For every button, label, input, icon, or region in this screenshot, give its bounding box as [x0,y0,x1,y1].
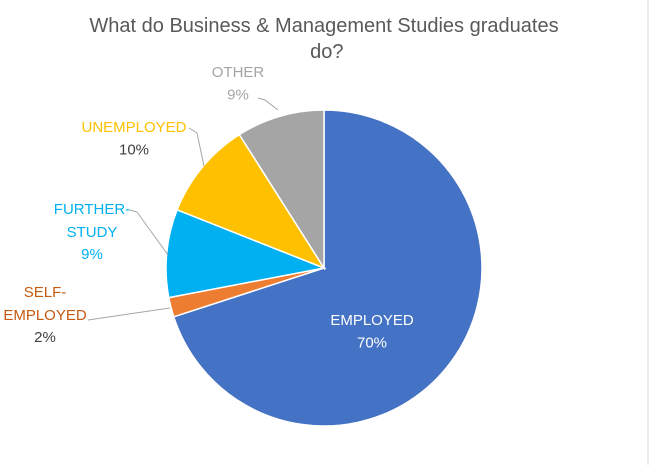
pie-slice [238,109,325,271]
category-label: UNEMPLOYED [81,119,186,136]
leader-line [87,307,171,321]
category-label: EMPLOYED [330,312,414,329]
leader-line [257,97,279,111]
leader-line [129,209,169,256]
value-label: 9% [227,86,249,103]
chart-title: What do Business & Management Studies gr… [89,15,558,63]
pie-slice [176,133,326,270]
value-label: 2% [34,329,56,346]
category-label: SELF-EMPLOYED [3,284,87,324]
value-label: 70% [357,334,387,351]
value-label: 10% [119,141,149,158]
pie-slice [172,109,483,427]
leader-line [188,127,205,167]
value-label: 9% [81,246,103,263]
category-label: FURTHER-STUDY [54,201,130,241]
category-label: OTHER [212,64,265,81]
